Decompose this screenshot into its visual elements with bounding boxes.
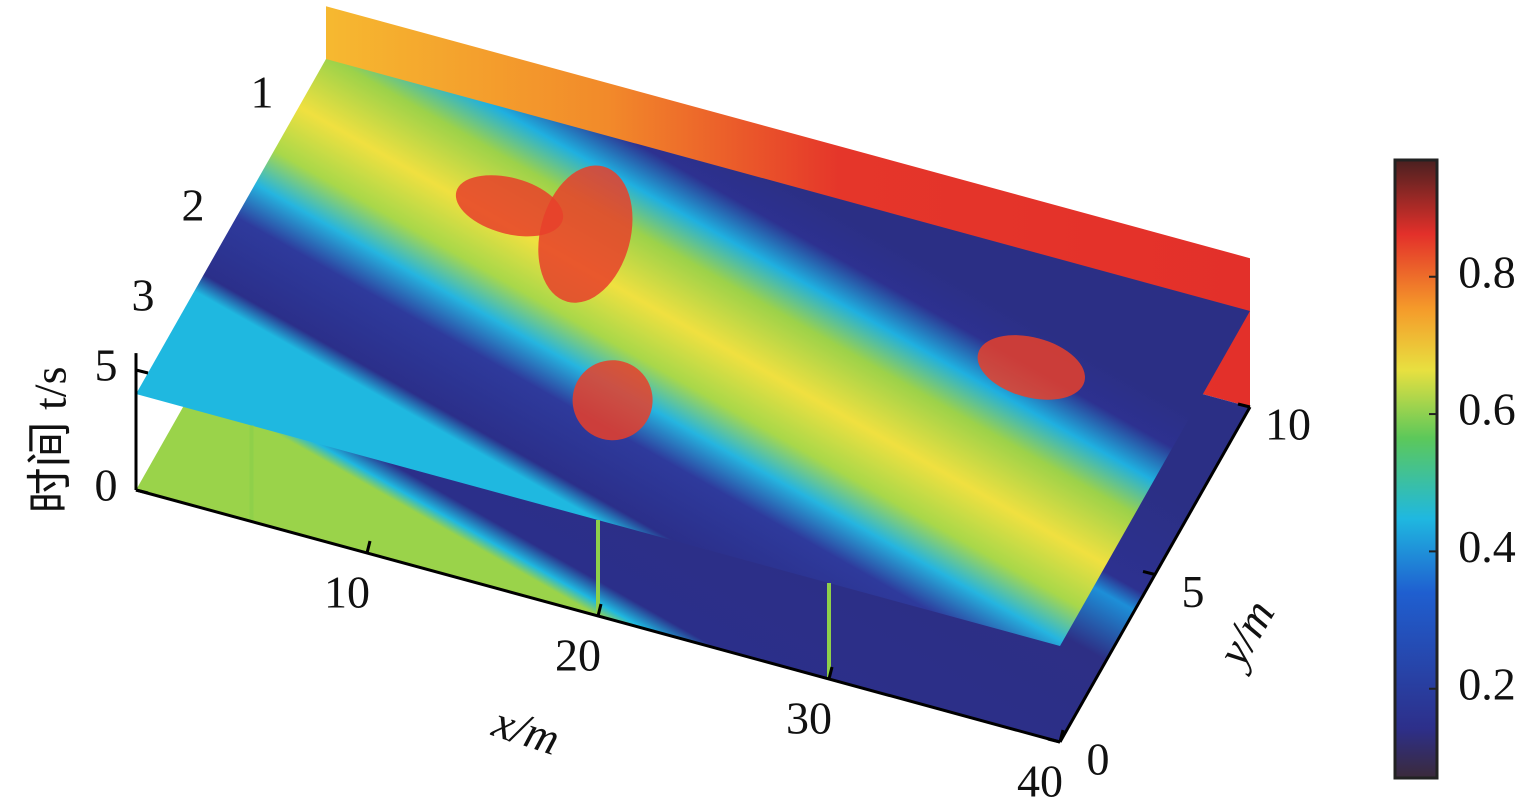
x-tick-label: 40 [1017, 756, 1063, 805]
x-tick-label: 30 [786, 693, 832, 744]
y-tick-label: 10 [1265, 399, 1311, 450]
slice-label: 2 [182, 180, 205, 231]
colorbar-tick-label: 0.4 [1458, 521, 1516, 572]
x-tick [1058, 729, 1065, 743]
y-tick-label: 5 [1182, 566, 1205, 617]
z-tick [135, 488, 149, 495]
x-tick [365, 540, 372, 554]
z-axis-label: 时间 t/s [25, 367, 76, 514]
z-tick-label: 5 [95, 340, 118, 391]
slice-label: 1 [251, 67, 274, 118]
y-tick [1047, 737, 1061, 744]
x-tick [827, 666, 834, 680]
x-tick-label: 10 [324, 567, 370, 618]
slices [136, 6, 1250, 742]
z-tick-label: 0 [95, 460, 118, 511]
slice-plane [136, 59, 1250, 647]
colorbar-tick-label: 0.8 [1458, 246, 1516, 297]
hot-spot [572, 360, 653, 441]
hot-spot [455, 175, 564, 237]
colorbar-tick-label: 0.2 [1458, 658, 1516, 709]
hot-spot [977, 335, 1085, 400]
z-tick [135, 368, 149, 375]
x-tick [596, 603, 603, 617]
colorbar [1393, 158, 1439, 780]
y-tick [1142, 570, 1156, 576]
colorbar-tick-label: 0.6 [1458, 384, 1516, 435]
y-tick [1237, 402, 1251, 409]
slice-label: 3 [132, 270, 155, 321]
y-axis-label: y/m [1205, 591, 1284, 677]
x-axis-label: x/m [486, 695, 566, 764]
x-tick-label: 20 [555, 630, 601, 681]
y-tick-label: 0 [1087, 734, 1110, 785]
hot-spot [538, 165, 633, 303]
